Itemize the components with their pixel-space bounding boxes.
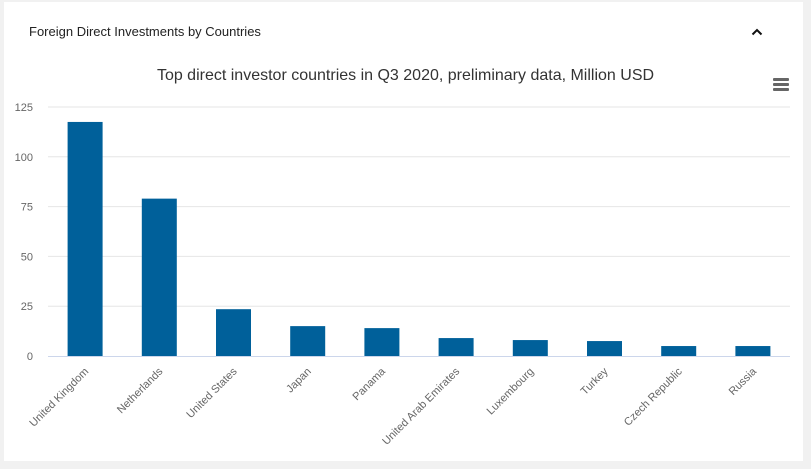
- x-tick-label: Russia: [727, 365, 760, 398]
- chart-panel: [4, 2, 803, 461]
- x-tick-label: Japan: [284, 366, 314, 396]
- x-tick-label: Panama: [351, 365, 389, 403]
- y-tick-label: 100: [15, 152, 33, 164]
- x-tick-label: Czech Republic: [622, 365, 685, 428]
- bar: [661, 346, 697, 356]
- x-tick-label: Luxembourg: [485, 366, 537, 418]
- bar: [438, 338, 474, 356]
- y-tick-label: 125: [15, 102, 33, 114]
- x-tick-label: United States: [184, 365, 240, 421]
- bar: [512, 340, 548, 356]
- y-tick-label: 50: [21, 251, 33, 263]
- bar: [735, 346, 771, 356]
- bar: [67, 121, 103, 356]
- bar: [587, 341, 622, 356]
- x-tick-label: Netherlands: [115, 365, 166, 416]
- hamburger-menu-icon: [773, 78, 789, 91]
- y-tick-label: 75: [21, 202, 33, 214]
- collapse-button[interactable]: [744, 20, 770, 44]
- chevron-up-icon: [751, 28, 763, 36]
- y-tick-label: 0: [27, 351, 33, 363]
- bar: [216, 309, 251, 356]
- x-tick-label: United Arab Emirates: [380, 365, 462, 447]
- chart-title: Top direct investor countries in Q3 2020…: [156, 67, 655, 84]
- chart-menu-button[interactable]: [771, 75, 791, 93]
- y-tick-label: 25: [21, 301, 33, 313]
- bar: [141, 198, 177, 356]
- bar: [364, 328, 400, 356]
- panel-title: Foreign Direct Investments by Countries: [29, 24, 261, 39]
- bar: [290, 326, 326, 356]
- x-tick-label: Turkey: [579, 365, 611, 397]
- x-tick-label: United Kingdom: [27, 366, 91, 430]
